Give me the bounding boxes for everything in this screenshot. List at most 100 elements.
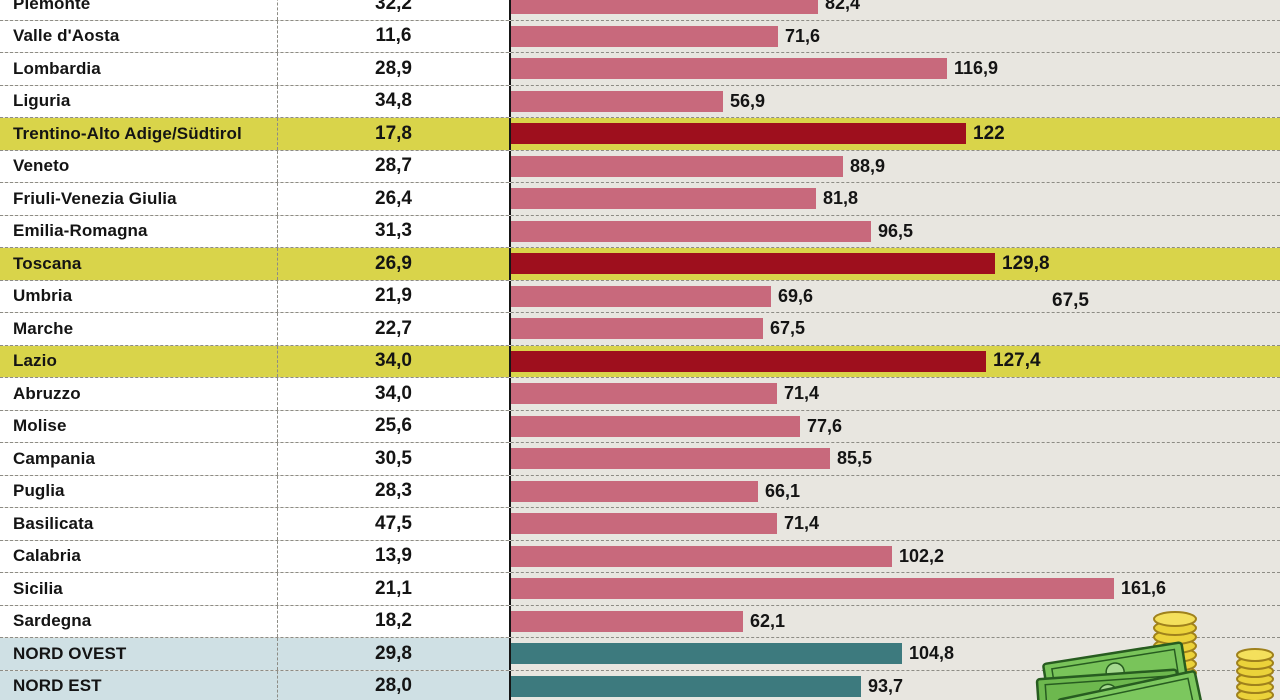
value-label: 47,5	[278, 508, 509, 540]
bar-value-label: 96,5	[878, 220, 914, 241]
table-row: Molise 25,6 77,6	[0, 410, 1280, 443]
bar-zone: 56,9	[509, 85, 1280, 117]
region-label: Lombardia	[0, 53, 278, 85]
table-row: Campania 30,5 85,5	[0, 443, 1280, 476]
value-label: 13,9	[278, 540, 509, 572]
region-label: Liguria	[0, 85, 278, 117]
bar	[511, 155, 843, 177]
region-label: Piemonte	[0, 0, 278, 20]
value-label: 28,3	[278, 475, 509, 507]
bar	[511, 123, 966, 145]
bar-zone: 161,6	[509, 573, 1280, 605]
table-row: Abruzzo 34,0 71,4	[0, 378, 1280, 411]
bar-zone: 129,8	[509, 248, 1280, 280]
bar	[511, 285, 771, 307]
bar-zone: 66,1	[509, 475, 1280, 507]
region-label: Friuli-Venezia Giulia	[0, 183, 278, 215]
bar-zone: 77,6	[509, 410, 1280, 442]
bar	[511, 220, 871, 242]
region-label: Sicilia	[0, 573, 278, 605]
region-label: Lazio	[0, 345, 278, 377]
bar	[511, 58, 947, 80]
bar-value-label: 71,6	[785, 25, 821, 46]
bar-value-label: 122	[973, 122, 1005, 144]
table-row: Liguria 34,8 56,9	[0, 85, 1280, 118]
table-row: NORD EST 28,0 93,7	[0, 670, 1280, 700]
bar	[511, 350, 986, 372]
bar-zone: 71,6	[509, 20, 1280, 52]
bar-zone: 88,9	[509, 150, 1280, 182]
bar-value-label: 129,8	[1002, 252, 1050, 274]
bar-zone: 116,9	[509, 53, 1280, 85]
bar	[511, 188, 816, 210]
region-label: Sardegna	[0, 605, 278, 637]
table-row: Marche 22,7 67,5	[0, 313, 1280, 346]
region-label: Marche	[0, 313, 278, 345]
table-row: Umbria 21,9 69,6	[0, 280, 1280, 313]
bar-zone: 104,8	[509, 638, 1280, 670]
bar-zone: 67,5	[509, 313, 1280, 345]
bar-value-label: 85,5	[837, 448, 873, 469]
table-row: Valle d'Aosta 11,6 71,6	[0, 20, 1280, 53]
bar-zone: 122	[509, 118, 1280, 150]
bar-zone: 96,5	[509, 215, 1280, 247]
bar-zone: 85,5	[509, 443, 1280, 475]
table-row: Toscana 26,9 129,8	[0, 248, 1280, 281]
value-label: 22,7	[278, 313, 509, 345]
bar-value-label: 88,9	[850, 155, 886, 176]
bar-zone: 71,4	[509, 508, 1280, 540]
value-label: 25,6	[278, 410, 509, 442]
bar-value-label: 82,4	[825, 0, 861, 14]
bar-value-label: 67,5	[770, 318, 806, 339]
bar-value-label: 69,6	[778, 285, 814, 306]
value-label: 34,0	[278, 345, 509, 377]
bar	[511, 643, 902, 665]
bar-value-label: 161,6	[1121, 578, 1167, 599]
bar-zone: 81,8	[509, 183, 1280, 215]
table-row: Piemonte 32,2 82,4	[0, 0, 1280, 21]
region-label: Veneto	[0, 150, 278, 182]
bar-value-label: 71,4	[784, 513, 820, 534]
bar	[511, 448, 830, 470]
region-label: Umbria	[0, 280, 278, 312]
value-label: 28,0	[278, 670, 509, 700]
region-label: NORD OVEST	[0, 638, 278, 670]
table-row: Trentino-Alto Adige/Südtirol 17,8 122	[0, 118, 1280, 151]
value-label: 32,2	[278, 0, 509, 20]
value-label: 34,0	[278, 378, 509, 410]
value-label: 26,4	[278, 183, 509, 215]
value-label: 30,5	[278, 443, 509, 475]
bar-value-label: 116,9	[954, 58, 999, 79]
region-label: Puglia	[0, 475, 278, 507]
value-label: 18,2	[278, 605, 509, 637]
region-label: Emilia-Romagna	[0, 215, 278, 247]
bar	[511, 0, 818, 15]
value-label: 28,9	[278, 53, 509, 85]
table-row: Lazio 34,0 127,4	[0, 345, 1280, 378]
bar-value-label: 62,1	[750, 610, 786, 631]
money-illustration	[1035, 611, 1274, 700]
bar-zone: 62,1	[509, 605, 1280, 637]
value-label: 21,1	[278, 573, 509, 605]
region-label: Trentino-Alto Adige/Südtirol	[0, 118, 278, 150]
region-label: Toscana	[0, 248, 278, 280]
region-label: Basilicata	[0, 508, 278, 540]
bar	[511, 610, 743, 632]
region-label: Campania	[0, 443, 278, 475]
bar	[511, 578, 1114, 600]
bar-value-label: 56,9	[730, 90, 766, 111]
region-label: NORD EST	[0, 670, 278, 700]
value-label: 31,3	[278, 215, 509, 247]
floating-annotation: 67,5	[1052, 290, 1089, 311]
table-row: Friuli-Venezia Giulia 26,4 81,8	[0, 183, 1280, 216]
coin-stack-icon	[1236, 648, 1274, 700]
table-row: Emilia-Romagna 31,3 96,5	[0, 215, 1280, 248]
table-row: Sardegna 18,2 62,1	[0, 605, 1280, 638]
region-label: Abruzzo	[0, 378, 278, 410]
bar-value-label: 127,4	[993, 350, 1041, 372]
bar-value-label: 104,8	[909, 643, 955, 664]
region-label: Valle d'Aosta	[0, 20, 278, 52]
table-row: Puglia 28,3 66,1	[0, 475, 1280, 508]
